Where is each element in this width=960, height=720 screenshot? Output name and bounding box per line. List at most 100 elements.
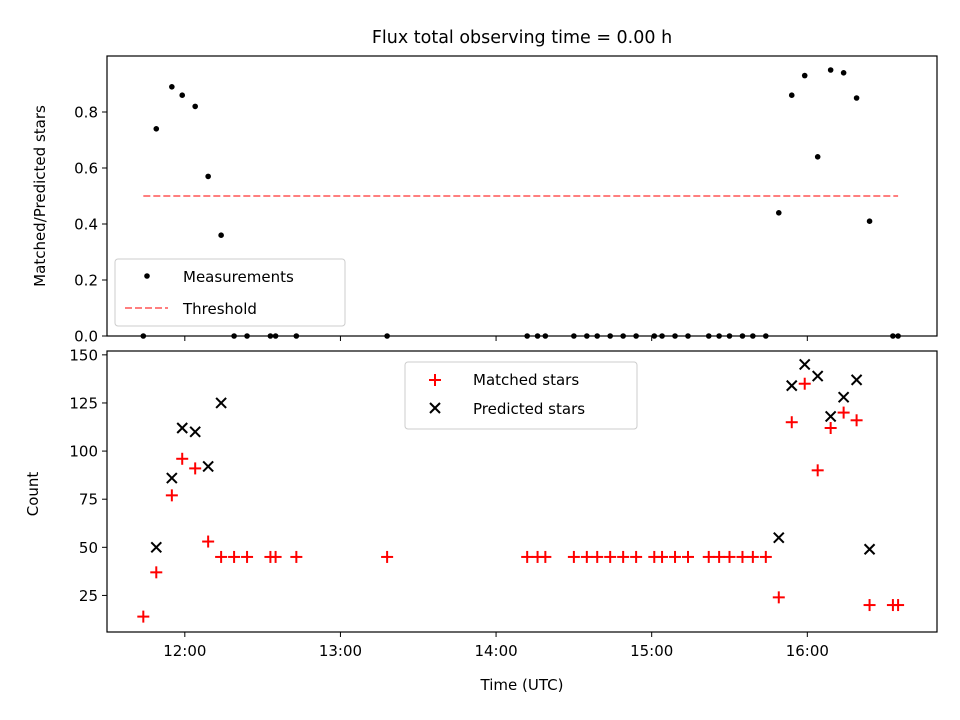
matched-star-point [290,550,303,563]
matched-star-point [837,406,850,419]
matched-star-point [811,464,824,477]
matched-star-point [189,462,202,475]
bottom-y-tick-label: 75 [79,491,98,509]
measurement-point [775,210,782,216]
measurement-point [218,232,224,238]
top-panel: 0.00.20.40.60.8 Matched/Predicted stars … [31,55,938,346]
x-tick-label: 16:00 [786,642,829,660]
measurement-point [788,92,795,98]
measurement-point [179,92,186,98]
matched-star-point [759,550,772,563]
bottom-y-axis-label: Count [24,472,42,517]
top-y-ticks: 0.0 0.2 0.4 0.6 0.8 [74,104,107,346]
matched-star-point [617,550,630,563]
matched-star-point [150,566,163,579]
matched-star-point [785,416,798,429]
matched-star-point [798,377,811,390]
top-legend: Measurements Threshold [114,258,346,327]
matched-star-point [241,550,254,563]
measurement-point [827,67,834,73]
x-tick-label: 13:00 [319,642,362,660]
legend-measurements-marker [144,273,150,279]
matched-star-point [137,610,150,623]
measurement-point [866,218,873,224]
matched-star-point [202,535,215,548]
predicted-star-point [786,379,798,392]
bottom-y-tick-label: 100 [69,443,98,461]
predicted-star-point [773,531,785,544]
measurement-point [192,103,198,110]
measurement-point [153,126,160,132]
matched-star-point [850,414,863,427]
top-y-tick-label: 0.8 [74,104,98,122]
matched-star-point [630,550,643,563]
predicted-star-point [189,426,201,438]
predicted-star-point [202,460,214,473]
bottom-legend: Matched stars Predicted stars [404,361,638,430]
legend-threshold-label: Threshold [182,300,257,318]
top-y-tick-label: 0.6 [74,160,98,178]
legend-predicted-label: Predicted stars [473,400,585,418]
x-tick-label: 12:00 [163,642,206,660]
legend-measurements-label: Measurements [183,268,294,286]
matched-star-point [824,421,837,434]
top-legend-box [114,258,346,327]
bottom-plot-frame [106,350,938,633]
x-tick-label: 14:00 [474,642,517,660]
matched-star-point [176,452,189,465]
predicted-star-point [166,472,178,484]
measurement-point [853,95,860,101]
measurement-point [169,84,175,90]
measurement-point [814,154,821,160]
top-y-axis-label: Matched/Predicted stars [31,105,49,287]
predicted-star-point [150,541,162,554]
legend-predicted-marker [429,402,441,414]
legend-matched-label: Matched stars [473,371,579,389]
predicted-star-point [215,397,227,409]
bottom-y-tick-label: 150 [69,346,98,364]
matched-star-point [567,550,580,563]
x-axis-label: Time (UTC) [480,676,564,694]
bottom-plot-marks [137,358,905,623]
matched-star-point [539,550,552,563]
bottom-y-tick-label: 125 [69,394,98,412]
top-chart-title: Flux total observing time = 0.00 h [372,28,672,48]
matched-star-point [521,550,534,563]
top-x-ticks [184,336,808,341]
predicted-star-point [863,543,876,555]
legend-matched-marker [429,374,441,386]
matched-star-point [269,550,282,563]
top-plot-frame [106,55,938,337]
matched-star-point [656,550,669,563]
matched-star-point [892,599,905,612]
bottom-y-tick-label: 50 [79,539,98,557]
measurement-point [840,70,847,76]
matched-star-point [604,550,617,563]
predicted-star-point [850,374,863,386]
matched-star-point [702,550,715,563]
predicted-star-point [811,370,824,382]
top-plot-marks [140,67,901,339]
matched-star-point [381,550,394,563]
matched-star-point [165,489,178,502]
matched-star-point [863,599,876,612]
predicted-star-point [176,422,188,434]
measurement-point [205,173,211,180]
matched-star-point [723,550,736,563]
bottom-y-ticks: 25 50 75 100 125 150 [69,346,107,605]
measurement-point [801,72,808,79]
matched-star-point [746,550,759,563]
top-y-tick-label: 0.0 [74,328,98,346]
matched-star-point [215,550,228,563]
matched-star-point [228,550,241,563]
predicted-star-point [799,358,811,371]
matched-star-point [580,550,593,563]
matched-star-point [682,550,694,563]
predicted-star-point [837,391,850,403]
bottom-x-ticks: 12:00 13:00 14:00 15:00 16:00 [163,632,829,660]
bottom-panel: 25 50 75 100 125 150 12:00 13:00 14:00 15:00 16:0… [24,346,938,694]
matched-star-point [736,550,749,563]
top-y-tick-label: 0.4 [74,216,98,234]
matched-star-point [713,550,726,563]
